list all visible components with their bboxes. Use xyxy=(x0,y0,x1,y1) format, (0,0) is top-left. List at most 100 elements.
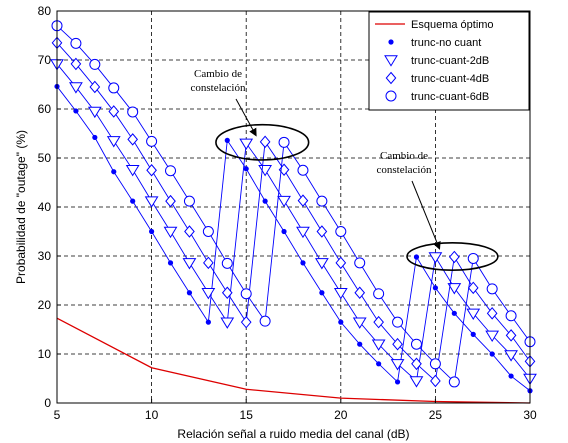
data-point xyxy=(505,310,517,322)
data-point xyxy=(183,195,195,207)
data-point xyxy=(394,379,401,385)
y-tick-label: 60 xyxy=(38,102,52,116)
data-point xyxy=(108,105,120,118)
data-point xyxy=(259,135,271,149)
annotation-ellipse xyxy=(406,241,499,272)
data-point xyxy=(167,260,174,266)
data-point xyxy=(221,257,233,269)
data-point xyxy=(392,337,403,351)
data-point xyxy=(316,195,328,207)
data-point xyxy=(504,350,518,362)
x-tick-label: 5 xyxy=(54,408,61,422)
y-tick-label: 80 xyxy=(38,4,52,18)
data-point xyxy=(165,194,176,208)
x-axis-label: Relación señal a ruido media del canal (… xyxy=(177,427,409,441)
series-0 xyxy=(56,317,531,404)
data-point xyxy=(259,315,271,327)
series-4 xyxy=(51,20,536,388)
data-point xyxy=(413,254,420,260)
data-point xyxy=(314,258,329,270)
data-point xyxy=(335,226,347,237)
data-point xyxy=(127,106,139,118)
data-point xyxy=(485,330,500,343)
data-point xyxy=(201,288,216,300)
data-point xyxy=(300,260,306,266)
data-point xyxy=(448,376,460,388)
legend-swatch xyxy=(385,90,397,102)
data-point xyxy=(125,165,140,177)
data-point xyxy=(144,196,159,208)
data-point xyxy=(184,225,195,238)
data-point xyxy=(486,283,498,295)
annotation-text: Cambio de xyxy=(380,150,428,162)
annotation-0: Cambio de constelación xyxy=(191,68,310,161)
data-point xyxy=(111,169,117,175)
data-point xyxy=(409,376,424,388)
data-point xyxy=(297,194,309,207)
legend: Esquema óptimo trunc-no cuant trunc-cuant-… xyxy=(368,11,530,111)
y-tick-label: 30 xyxy=(38,249,52,263)
data-point xyxy=(243,166,249,172)
annotation-ellipse xyxy=(215,123,310,161)
data-point xyxy=(451,310,457,316)
annotation-arrow xyxy=(235,98,257,137)
data-point xyxy=(240,288,252,300)
data-point xyxy=(89,58,101,70)
data-point xyxy=(411,357,422,371)
data-point xyxy=(319,290,325,296)
data-point xyxy=(316,225,328,238)
data-point xyxy=(221,286,233,300)
annotation-text: constelación xyxy=(191,82,246,94)
data-point xyxy=(203,256,214,270)
data-point xyxy=(470,331,476,337)
data-point xyxy=(262,198,268,204)
data-point xyxy=(163,226,178,239)
data-point xyxy=(429,358,441,370)
annotation-arrow xyxy=(411,180,441,250)
data-point xyxy=(165,165,177,177)
data-point xyxy=(335,256,347,270)
data-point xyxy=(146,135,158,147)
annotation-layer: Cambio de constelación Cambio de constelaci… xyxy=(191,68,499,272)
data-point xyxy=(430,374,441,388)
annotation-1: Cambio de constelación xyxy=(377,150,499,272)
data-point xyxy=(240,315,252,329)
data-point xyxy=(149,228,155,235)
legend-swatch xyxy=(384,55,398,67)
y-tick-label: 10 xyxy=(38,347,52,361)
data-point xyxy=(89,80,101,94)
data-point xyxy=(333,288,348,300)
data-point xyxy=(505,329,517,342)
x-tick-label: 25 xyxy=(429,408,443,422)
legend-swatch xyxy=(388,39,394,45)
annotation-text: Cambio de xyxy=(194,68,242,80)
series-line xyxy=(56,317,531,404)
data-point xyxy=(428,252,443,264)
data-point xyxy=(489,351,495,357)
data-point xyxy=(392,316,404,328)
data-point xyxy=(87,106,102,119)
data-point xyxy=(466,308,481,320)
data-point xyxy=(130,198,136,204)
data-point xyxy=(70,57,82,71)
y-tick-label: 50 xyxy=(38,151,52,165)
data-point xyxy=(182,258,197,270)
data-point xyxy=(486,307,498,320)
x-tick-label: 15 xyxy=(240,408,254,422)
data-point xyxy=(127,133,139,146)
data-point xyxy=(508,373,514,379)
y-tick-label: 70 xyxy=(38,53,52,67)
y-axis-label: Probabilidad de "outage" (%) xyxy=(14,130,28,284)
legend-entry: trunc-no cuant xyxy=(411,37,481,49)
data-point xyxy=(186,290,193,296)
data-point xyxy=(354,257,366,269)
legend-swatch xyxy=(385,71,397,85)
data-point xyxy=(467,281,479,295)
legend-entry: trunc-cuant-2dB xyxy=(411,55,489,67)
y-tick-label: 40 xyxy=(38,200,52,214)
data-point xyxy=(467,252,479,264)
data-point xyxy=(108,82,120,94)
data-point xyxy=(205,319,211,325)
legend-entry: trunc-cuant-4dB xyxy=(411,73,489,85)
